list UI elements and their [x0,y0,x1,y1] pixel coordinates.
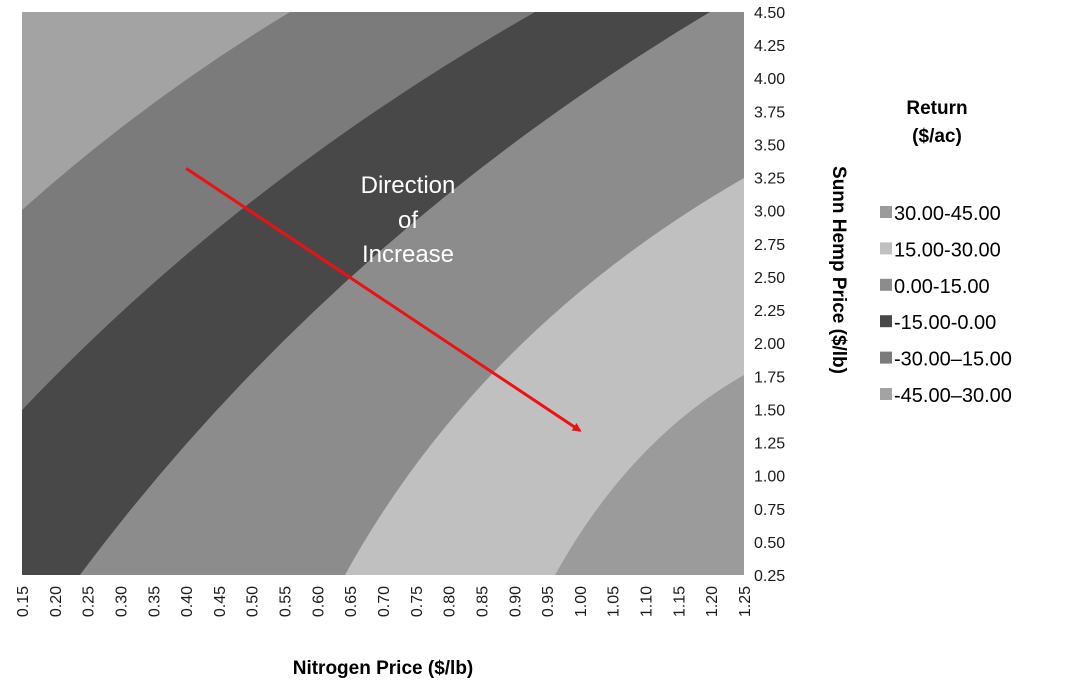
band-15-30 [345,178,744,575]
y-axis-ticks: 4.50 4.25 4.00 3.75 3.50 3.25 3.00 2.75 2.50 2.25… [754,5,785,585]
legend-title-line-2: ($/ac) [912,126,962,147]
y-tick-label: 2.75 [754,237,785,254]
legend-label: -30.00–15.00 [894,349,1012,371]
legend-swatch [880,206,892,218]
x-tick-label: 0.15 [15,586,32,617]
y-tick-label: 2.00 [754,336,785,353]
legend-title-line-1: Return [906,98,967,119]
y-axis-title: Sunn Hemp Price ($/lb) [828,166,849,374]
legend-label: 30.00-45.00 [894,203,1001,225]
x-tick-label: 1.10 [639,586,656,617]
x-axis-ticks: 0.15 0.20 0.25 0.30 0.35 0.40 0.45 0.50 0.55 0.60… [15,586,754,617]
band-neg45-neg30 [22,12,290,210]
y-tick-label: 1.75 [754,369,785,386]
x-tick-label: 1.05 [606,586,623,617]
x-tick-label: 0.90 [507,586,524,617]
annotation-line-3: Increase [362,241,454,268]
band-0-15 [80,12,744,575]
legend: 30.00-45.00 15.00-30.00 0.00-15.00 -15.00-0… [880,203,1012,407]
annotation-line-1: Direction [361,172,456,199]
y-tick-label: 1.50 [754,402,785,419]
legend-swatch [880,388,892,400]
x-tick-label: 1.15 [671,586,688,617]
x-tick-label: 0.30 [113,586,130,617]
annotation-line-2: of [398,207,418,234]
x-tick-label: 1.00 [573,586,590,617]
band-neg15-0 [22,12,710,575]
y-tick-label: 3.50 [754,137,785,154]
legend-swatch [880,351,892,364]
y-tick-label: 3.75 [754,104,785,121]
x-tick-label: 0.40 [179,586,196,617]
legend-swatch [880,315,892,328]
x-tick-label: 0.35 [146,586,163,617]
y-tick-label: 1.25 [754,436,785,453]
legend-label: -15.00-0.00 [894,312,996,334]
x-tick-label: 0.25 [81,586,98,617]
plot-area [22,12,744,575]
x-tick-label: 0.70 [376,586,393,617]
x-tick-label: 0.60 [310,586,327,617]
x-tick-label: 0.55 [278,586,295,617]
x-tick-label: 1.25 [737,586,754,617]
y-tick-label: 0.50 [754,535,785,552]
legend-label: 0.00-15.00 [894,276,990,298]
y-tick-label: 4.00 [754,71,785,88]
legend-label: 15.00-30.00 [894,239,1001,261]
y-tick-label: 0.25 [754,568,785,585]
y-tick-label: 4.50 [754,5,785,22]
y-tick-label: 0.75 [754,502,785,519]
x-tick-label: 0.50 [245,586,262,617]
x-tick-label: 0.80 [442,586,459,617]
x-tick-label: 0.20 [48,586,65,617]
y-tick-label: 2.25 [754,303,785,320]
y-tick-label: 3.25 [754,171,785,188]
legend-swatch [880,242,892,255]
band-neg30-neg15 [22,12,535,410]
legend-swatch [880,278,892,291]
x-tick-label: 1.20 [704,586,721,617]
x-axis-title: Nitrogen Price ($/lb) [293,658,474,679]
x-tick-label: 0.45 [212,586,229,617]
legend-label: -45.00–30.00 [894,385,1012,407]
y-tick-label: 3.00 [754,204,785,221]
x-tick-label: 0.95 [540,586,557,617]
x-tick-label: 0.75 [409,586,426,617]
y-tick-label: 4.25 [754,38,785,55]
y-tick-label: 1.00 [754,469,785,486]
x-tick-label: 0.65 [343,586,360,617]
direction-arrow [185,167,582,432]
y-tick-label: 2.50 [754,270,785,287]
x-tick-label: 0.85 [474,586,491,617]
